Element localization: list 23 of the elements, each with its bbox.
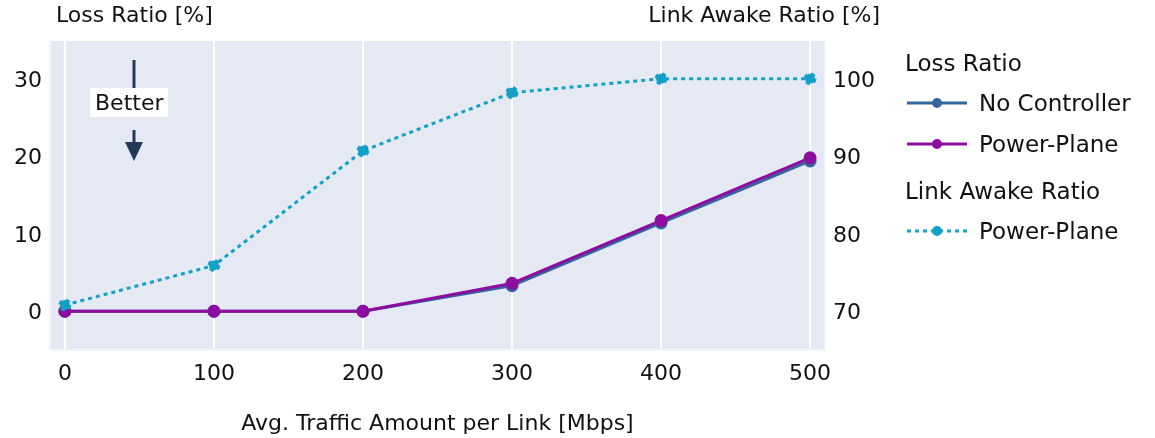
y2-tick-label: 70 [833,299,861,325]
y-tick-label: 10 [14,221,42,247]
x-tick-label: 400 [640,359,683,385]
y-tick-label: 20 [14,144,42,170]
x-tick-label: 300 [491,359,534,385]
y2-tick-label: 100 [833,66,875,92]
text: Loss Ratio [905,50,1023,76]
text: Link Awake Ratio [905,178,1102,204]
y-axis-title: Loss Ratio [%] [56,2,213,27]
legend-label: Power-Plane [979,217,1119,244]
y2-tick-label: 90 [833,144,861,170]
x-axis-title: Avg. Traffic Amount per Link [Mbps] [241,410,634,435]
y2-axis-title: Link Awake Ratio [%] [648,2,880,27]
y-tick-label: 30 [14,66,42,92]
legend-label: Power-Plane [979,130,1119,157]
x-tick-label: 0 [57,359,72,385]
annotation: Better [90,88,169,117]
y-tick-label: 0 [28,299,42,325]
legend-label: No Controller [979,89,1131,116]
x-tick-label: 100 [192,359,235,385]
y2-tick-label: 80 [833,221,861,247]
x-tick-label: 500 [789,359,832,385]
x-tick-label: 200 [341,359,384,385]
